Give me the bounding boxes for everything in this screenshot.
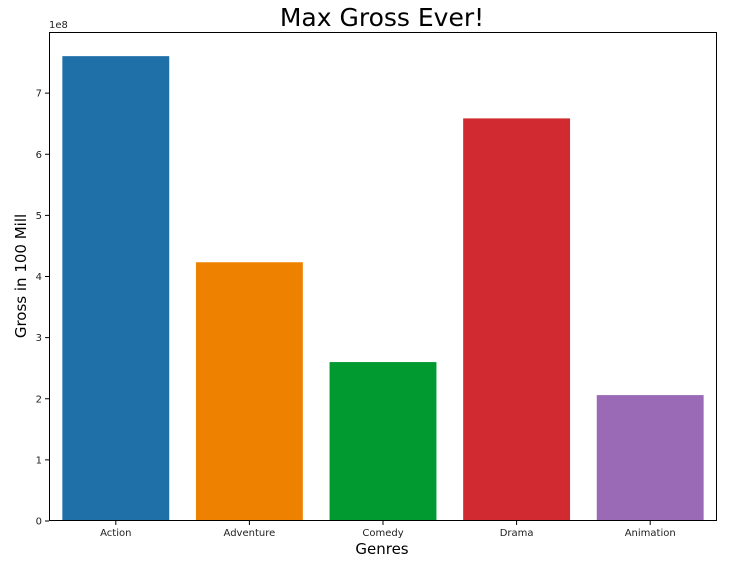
x-tick-label: Adventure (224, 528, 276, 539)
y-tick-label: 3 (36, 333, 42, 344)
x-tick-label: Animation (625, 528, 676, 539)
y-tick-label: 5 (36, 211, 42, 222)
x-tick-label: Comedy (362, 528, 403, 539)
y-axis-offset-label: 1e8 (49, 20, 68, 31)
y-axis-title: Gross in 100 Mill (12, 214, 30, 338)
plot-frame (49, 32, 717, 521)
y-tick-label: 4 (36, 272, 42, 283)
bars-group (62, 56, 704, 521)
x-axis-title: Genres (355, 540, 408, 558)
chart-title: Max Gross Ever! (280, 3, 484, 32)
bar-adventure (195, 262, 303, 521)
bar-drama (463, 118, 571, 521)
bar-comedy (329, 362, 437, 521)
bar-animation (596, 395, 704, 521)
bar-action (62, 56, 170, 521)
x-tick-label: Drama (500, 528, 534, 539)
y-tick-label: 1 (36, 455, 42, 466)
x-axis-ticks: Action Adventure Comedy Drama Animation (100, 521, 676, 539)
y-tick-label: 0 (36, 517, 42, 528)
y-tick-label: 6 (36, 150, 42, 161)
y-tick-label: 7 (36, 89, 42, 100)
y-tick-label: 2 (36, 394, 42, 405)
x-tick-label: Action (100, 528, 131, 539)
y-axis-ticks: 0 1 2 3 4 5 6 7 (36, 89, 49, 528)
